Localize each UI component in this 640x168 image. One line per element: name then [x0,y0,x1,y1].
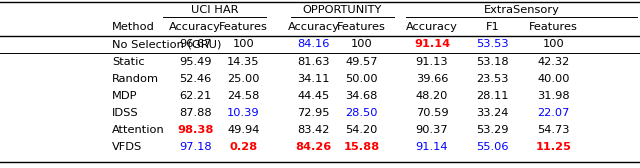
Text: 96.67: 96.67 [179,39,211,49]
Text: MDP: MDP [112,91,138,101]
Text: 25.00: 25.00 [227,74,259,84]
Text: 55.06: 55.06 [477,142,509,152]
Text: Accuracy: Accuracy [406,22,458,32]
Text: 48.20: 48.20 [416,91,448,101]
Text: 84.16: 84.16 [298,39,330,49]
Text: 53.29: 53.29 [477,125,509,135]
Text: 28.50: 28.50 [346,108,378,118]
Text: 39.66: 39.66 [416,74,448,84]
Text: 33.24: 33.24 [477,108,509,118]
Text: 49.57: 49.57 [346,57,378,67]
Text: 100: 100 [232,39,254,49]
Text: 44.45: 44.45 [298,91,330,101]
Text: 53.18: 53.18 [477,57,509,67]
Text: 34.11: 34.11 [298,74,330,84]
Text: 52.46: 52.46 [179,74,211,84]
Text: 50.00: 50.00 [346,74,378,84]
Text: 15.88: 15.88 [344,142,380,152]
Text: 91.14: 91.14 [414,39,450,49]
Text: Accuracy: Accuracy [169,22,221,32]
Text: ExtraSensory: ExtraSensory [484,5,559,15]
Text: 83.42: 83.42 [298,125,330,135]
Text: Random: Random [112,74,159,84]
Text: 49.94: 49.94 [227,125,259,135]
Text: 11.25: 11.25 [536,142,572,152]
Text: 54.20: 54.20 [346,125,378,135]
Text: 54.73: 54.73 [538,125,570,135]
Text: 62.21: 62.21 [179,91,211,101]
Text: 53.53: 53.53 [477,39,509,49]
Text: OPPORTUNITY: OPPORTUNITY [303,5,382,15]
Text: Features: Features [529,22,578,32]
Text: 90.37: 90.37 [416,125,448,135]
Text: 23.53: 23.53 [477,74,509,84]
Text: 24.58: 24.58 [227,91,259,101]
Text: 98.38: 98.38 [177,125,213,135]
Text: F1: F1 [486,22,500,32]
Text: 0.28: 0.28 [229,142,257,152]
Text: 95.49: 95.49 [179,57,211,67]
Text: 28.11: 28.11 [477,91,509,101]
Text: Attention: Attention [112,125,164,135]
Text: 10.39: 10.39 [227,108,259,118]
Text: Method: Method [112,22,155,32]
Text: Features: Features [337,22,386,32]
Text: 91.13: 91.13 [416,57,448,67]
Text: 91.14: 91.14 [416,142,448,152]
Text: 81.63: 81.63 [298,57,330,67]
Text: VFDS: VFDS [112,142,142,152]
Text: Accuracy: Accuracy [287,22,340,32]
Text: 70.59: 70.59 [416,108,448,118]
Text: 34.68: 34.68 [346,91,378,101]
Text: Features: Features [219,22,268,32]
Text: 84.26: 84.26 [296,142,332,152]
Text: 22.07: 22.07 [538,108,570,118]
Text: 40.00: 40.00 [538,74,570,84]
Text: 100: 100 [351,39,372,49]
Text: UCI HAR: UCI HAR [191,5,238,15]
Text: 42.32: 42.32 [538,57,570,67]
Text: 87.88: 87.88 [179,108,211,118]
Text: 97.18: 97.18 [179,142,211,152]
Text: IDSS: IDSS [112,108,139,118]
Text: 14.35: 14.35 [227,57,259,67]
Text: No Selection (GRU): No Selection (GRU) [112,39,221,49]
Text: Static: Static [112,57,145,67]
Text: 72.95: 72.95 [298,108,330,118]
Text: 100: 100 [543,39,564,49]
Text: 31.98: 31.98 [538,91,570,101]
